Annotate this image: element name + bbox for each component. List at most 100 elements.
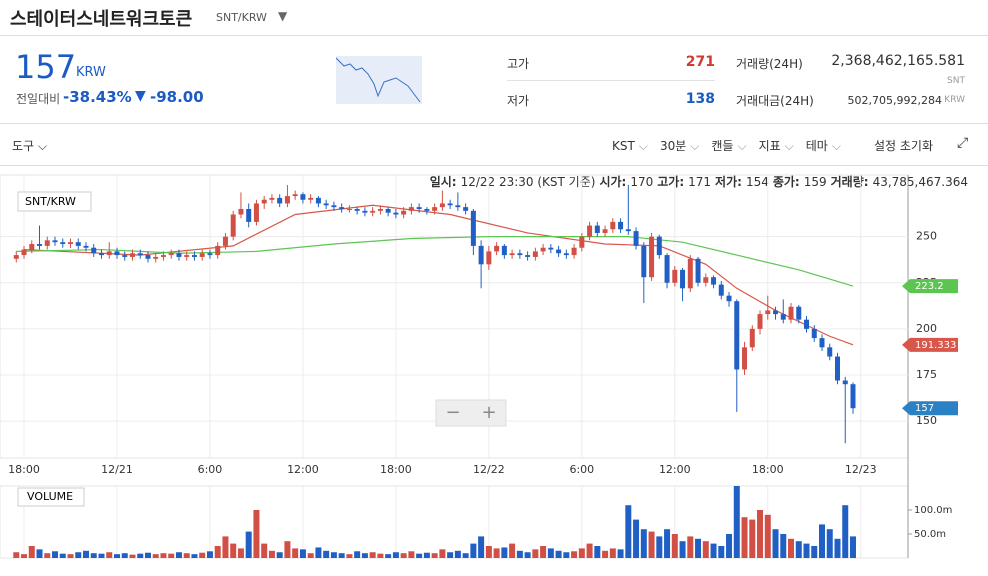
zoom-out[interactable]: − <box>445 402 460 423</box>
volume-bar <box>811 546 818 558</box>
volume-bar <box>408 551 415 558</box>
info-label: 일시: <box>429 175 457 189</box>
zoom-control[interactable] <box>435 399 507 427</box>
caret: ⌵ <box>784 139 794 153</box>
volume-bar <box>222 536 229 558</box>
fullscreen[interactable]: ⤢ <box>957 135 969 151</box>
candle-body <box>796 306 802 320</box>
divider <box>0 165 988 166</box>
volume-bar <box>175 552 182 558</box>
candle-body <box>680 269 686 289</box>
candle-body <box>641 245 647 278</box>
volume-bar <box>152 554 159 558</box>
candle-body <box>370 210 376 213</box>
candle-body <box>331 205 337 208</box>
toolbar-item[interactable]: 30분 <box>659 139 687 153</box>
volume-bar <box>555 550 562 558</box>
candle-body <box>253 203 259 222</box>
dropdown-caret[interactable]: ▼ <box>278 9 288 23</box>
candle-body <box>393 212 399 215</box>
candle-body <box>726 295 732 302</box>
candle-body <box>269 197 275 200</box>
volume-bar <box>478 536 485 558</box>
candle-body <box>850 384 856 409</box>
candle-body <box>804 319 810 329</box>
price-tag <box>902 401 958 416</box>
x-tick-label: 12/23 <box>845 463 877 476</box>
volume-bar <box>470 543 477 558</box>
caret: ⌵ <box>737 139 747 153</box>
reset-button[interactable]: 설정 초기화 <box>874 139 934 153</box>
volume-bar <box>648 531 655 558</box>
toolbar-item[interactable]: 지표 <box>758 139 781 153</box>
price-tag-label: 157 <box>915 403 934 414</box>
volume-bar <box>13 552 20 558</box>
x-tick-label: 6:00 <box>569 463 594 476</box>
candle-body <box>339 207 345 209</box>
info-line: 일시: 12/22 23:30 (KST 기준) 시가: 170 고가: 171 저가: 15… <box>426 173 968 190</box>
volume-bar <box>571 551 578 558</box>
volume-bar <box>237 548 244 558</box>
candle-body <box>711 277 717 285</box>
volume-bar <box>52 551 59 558</box>
amount: 502,705,992,284 <box>847 94 942 107</box>
volume-bar <box>772 529 779 558</box>
ma-tag-label: 191.333 <box>915 340 956 351</box>
candle-body <box>191 255 197 257</box>
candle-body <box>401 210 407 215</box>
volume-bar <box>656 536 663 558</box>
volume-bar <box>679 541 686 558</box>
candle-body <box>145 255 151 259</box>
high-label: 고가 <box>507 57 530 71</box>
toolbar-item[interactable]: 테마 <box>805 139 828 153</box>
ma-tag-label: 223.2 <box>915 281 944 292</box>
volume-bar <box>547 548 554 558</box>
volume: 2,368,462,165.581 <box>831 53 965 69</box>
x-tick-label: 12/21 <box>101 463 133 476</box>
candle-body <box>664 255 670 283</box>
candle-body <box>416 207 422 209</box>
volume-bar <box>757 510 764 558</box>
volume-bar <box>485 546 492 558</box>
low-label: 저가 <box>507 94 530 108</box>
y-tick-label: 175 <box>916 368 937 381</box>
toolbar-item[interactable]: KST <box>612 139 635 153</box>
candle-body <box>780 314 786 320</box>
ma-tag <box>902 337 958 352</box>
volume-bar <box>625 505 632 558</box>
zoom-in[interactable]: + <box>481 402 496 423</box>
volume-bar <box>59 553 66 558</box>
volume-bar <box>21 554 28 558</box>
volume-bar <box>268 550 275 558</box>
tool-menu[interactable]: 도구 ⌵ <box>12 139 48 153</box>
candle-body <box>532 251 538 257</box>
candle-body <box>362 210 368 213</box>
candle-body <box>571 247 577 256</box>
volume-bar <box>780 534 787 558</box>
tool-label[interactable]: 도구 <box>12 139 35 153</box>
caret: ⌵ <box>638 139 648 153</box>
volume-tick-label: 100.0m <box>914 505 952 516</box>
candle-body <box>695 258 701 283</box>
candle-body <box>176 253 182 257</box>
candle-body <box>734 301 740 370</box>
volume-bar <box>594 546 601 558</box>
candle-body <box>315 197 321 204</box>
candle-body <box>323 203 329 206</box>
x-tick-label: 12:00 <box>659 463 691 476</box>
volume-bar <box>346 554 353 558</box>
volume-bar <box>261 543 268 558</box>
toolbar-item[interactable]: 캔들 <box>711 139 734 153</box>
candle-body <box>424 208 430 211</box>
caret: ⌵ <box>690 139 700 153</box>
high: 271 <box>685 54 715 70</box>
candle-body <box>68 242 74 245</box>
candle-body <box>842 380 848 385</box>
candle-body <box>83 245 89 248</box>
volume-bar <box>454 550 461 558</box>
toolbar: KST ⌵ 30분 ⌵ 캔들 ⌵ 지표 ⌵ 테마 ⌵ <box>612 137 853 154</box>
candle-body <box>509 253 515 256</box>
candle-body <box>160 255 166 257</box>
volume-bar <box>28 546 35 558</box>
